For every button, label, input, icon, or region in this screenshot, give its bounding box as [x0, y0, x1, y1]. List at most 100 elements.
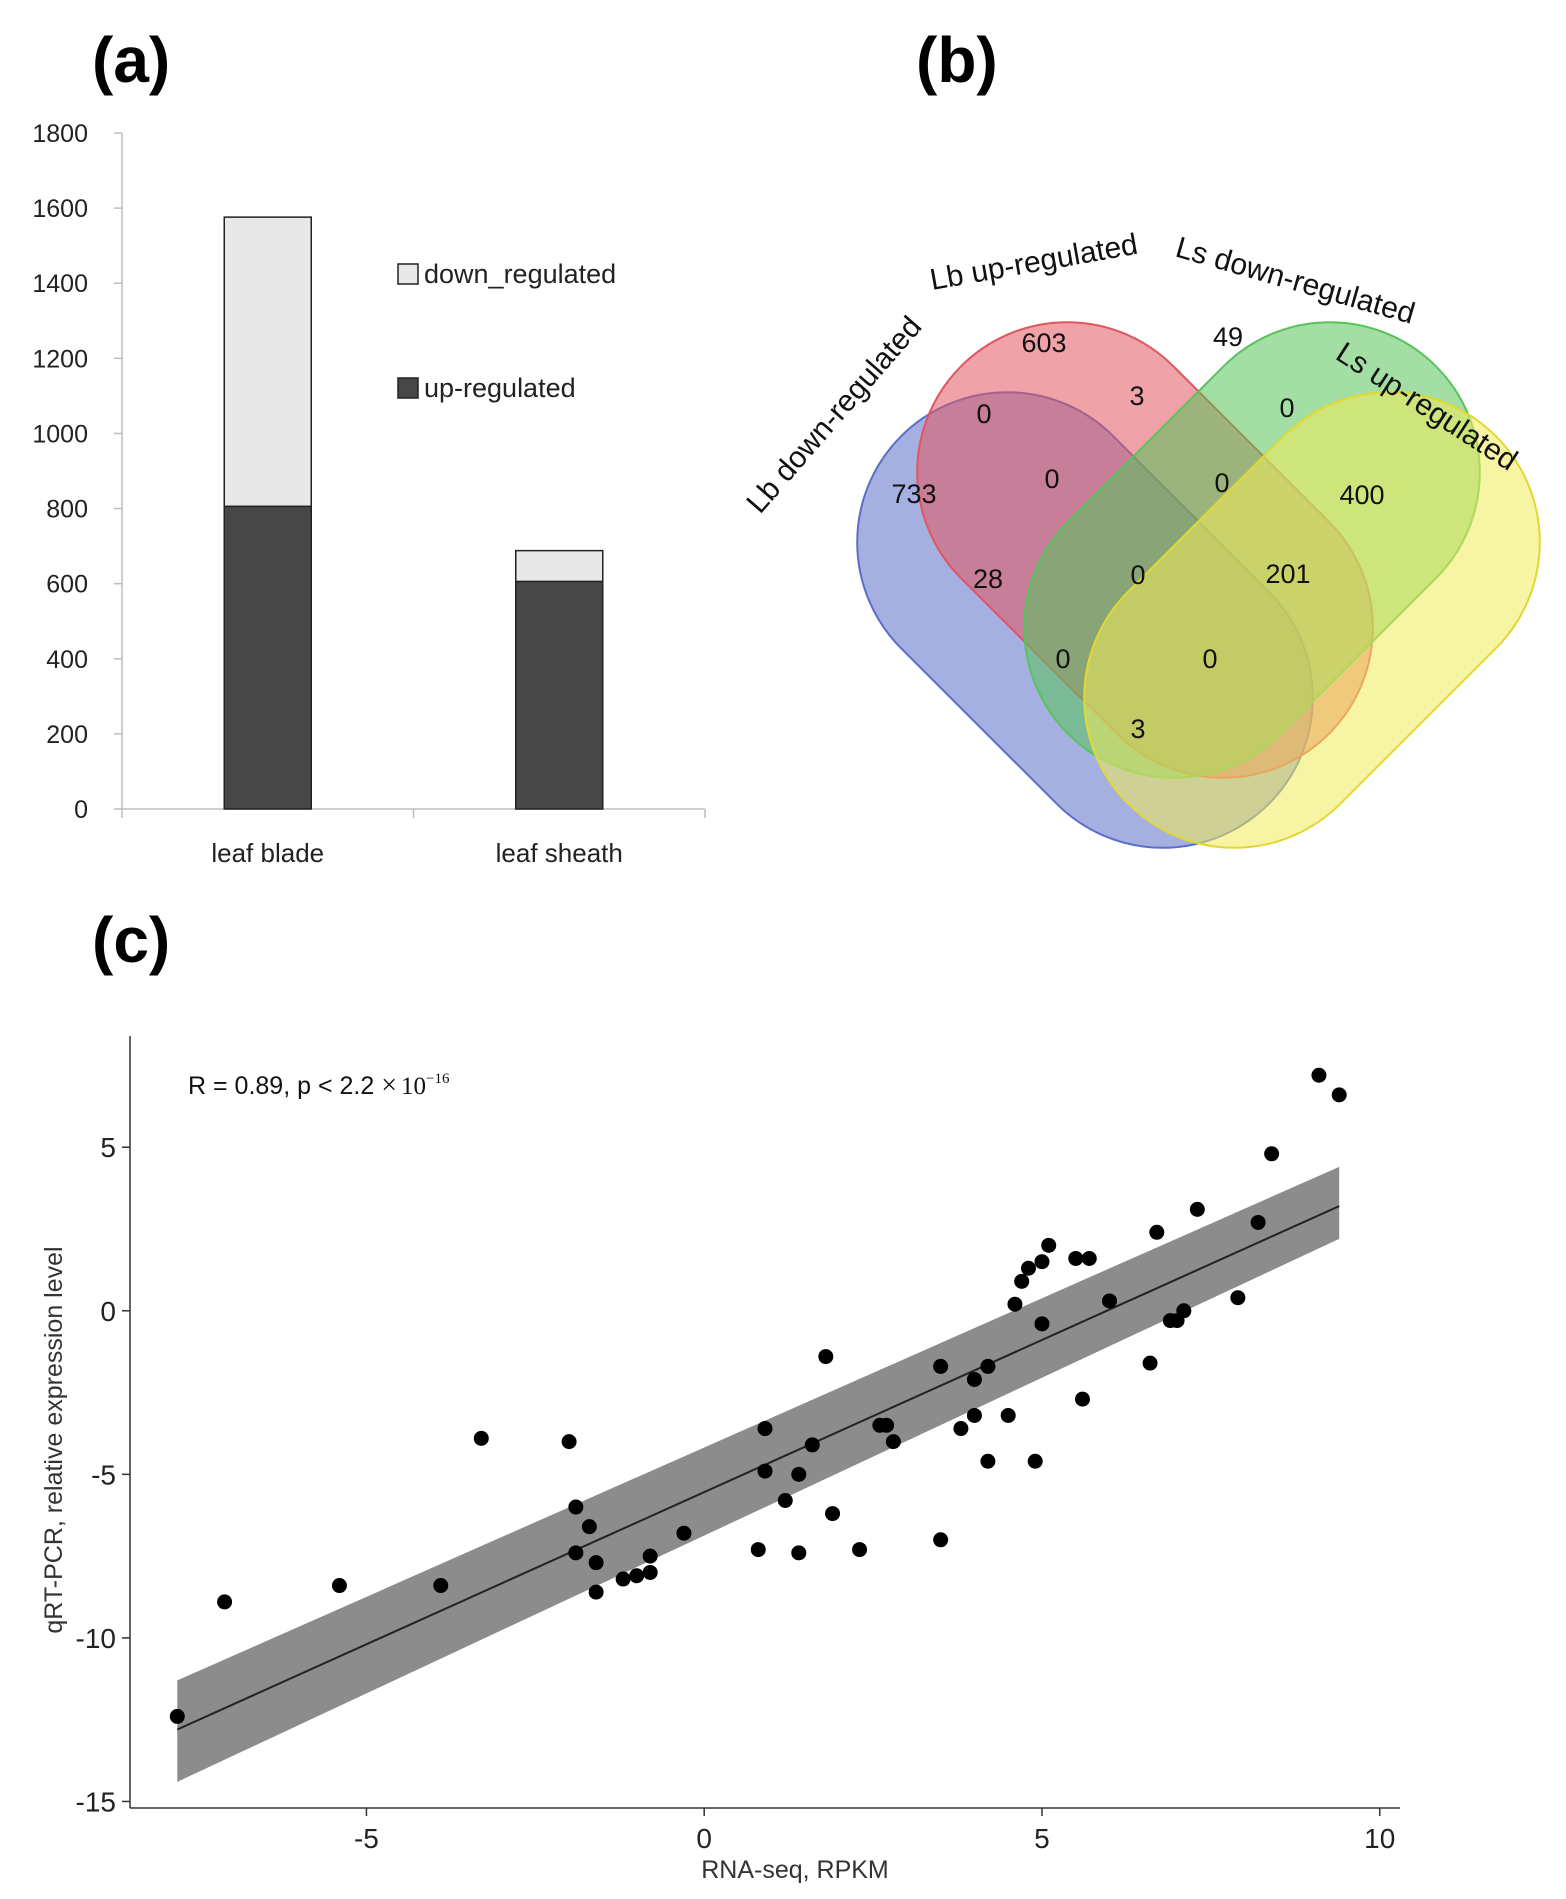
scatter-point: [1081, 1250, 1097, 1266]
venn-count: 0: [1214, 468, 1229, 498]
scatter-x-axis-label: RNA-seq, RPKM: [701, 1856, 889, 1884]
confidence-band: [176, 1166, 1340, 1782]
scatter-point: [953, 1421, 969, 1437]
scatter-point: [757, 1463, 773, 1479]
scatter-points: [169, 1067, 1347, 1724]
scatter-point: [1176, 1303, 1192, 1319]
annotation-base: 10: [401, 1073, 426, 1100]
venn-region-counts: 733 603 49 400 0 3 0 0 0 28 0 201 0 0 3: [891, 322, 1384, 744]
scatter-point: [642, 1548, 658, 1564]
scatter-point: [791, 1466, 807, 1482]
venn-label-ls-down: Ls down-regulated: [1172, 231, 1418, 331]
venn-shapes: [856, 321, 1541, 849]
scatter-point: [825, 1506, 841, 1522]
bar-y-tick-label: 200: [46, 721, 88, 749]
bar-y-tick-label: 800: [46, 496, 88, 524]
scatter-y-tick-label: -5: [91, 1459, 116, 1490]
scatter-point: [1331, 1087, 1347, 1103]
scatter-point: [1142, 1355, 1158, 1371]
scatter-y-tick-label: -10: [76, 1623, 116, 1654]
scatter-point: [1034, 1254, 1050, 1270]
bar-y-tick-label: 1000: [32, 420, 88, 448]
legend-swatch-down: [397, 263, 419, 285]
scatter-point: [818, 1349, 834, 1365]
scatter-point: [1034, 1316, 1050, 1332]
venn-diagram: Lb down-regulated Lb up-regulated Ls dow…: [740, 228, 1541, 849]
legend-swatch-up: [397, 377, 419, 399]
scatter-axes: [129, 1036, 1400, 1809]
bar-segment-up-regulated: [515, 580, 604, 810]
scatter-point: [757, 1421, 773, 1437]
scatter-point: [1014, 1273, 1030, 1289]
scatter-point: [791, 1545, 807, 1561]
bar-legend: down_regulated up-regulated: [397, 259, 616, 403]
bar-marks: [223, 216, 604, 810]
scatter-point: [615, 1571, 631, 1587]
scatter-point: [980, 1358, 996, 1374]
scatter-point: [933, 1532, 949, 1548]
bar-y-tick-label: 600: [46, 571, 88, 599]
venn-ellipse-ls-up: [1083, 391, 1541, 849]
scatter-ticks: -5 0 5 10 5 0 -5 -10 -15: [76, 1132, 1396, 1854]
scatter-point: [1149, 1224, 1165, 1240]
scatter-point: [1189, 1201, 1205, 1217]
legend-label-down: down_regulated: [424, 259, 616, 289]
venn-count: 0: [1279, 393, 1294, 423]
bar-y-tick-label: 1200: [32, 345, 88, 373]
venn-count: 0: [1055, 644, 1070, 674]
scatter-point: [777, 1493, 793, 1509]
venn-count: 603: [1021, 328, 1066, 358]
scatter-point: [1027, 1453, 1043, 1469]
scatter-point: [588, 1584, 604, 1600]
scatter-point: [1230, 1290, 1246, 1306]
venn-count: 0: [1202, 644, 1217, 674]
scatter-point: [568, 1499, 584, 1515]
regression-line: [176, 1205, 1340, 1731]
scatter-point: [581, 1519, 597, 1535]
scatter-point: [642, 1564, 658, 1580]
scatter-point: [1102, 1293, 1118, 1309]
scatter-point: [1068, 1250, 1084, 1266]
scatter-point: [433, 1578, 449, 1594]
scatter-point: [966, 1371, 982, 1387]
bar-axes: [121, 133, 706, 818]
scatter-point: [473, 1430, 489, 1446]
venn-label-lb-up: Lb up-regulated: [927, 228, 1140, 297]
scatter-point: [1075, 1391, 1090, 1407]
scatter-point: [879, 1417, 895, 1433]
scatter-point: [1007, 1296, 1023, 1312]
scatter-point: [568, 1545, 584, 1561]
venn-count: 0: [1130, 560, 1145, 590]
scatter-point: [885, 1434, 901, 1450]
bar-y-tick-label: 1800: [32, 120, 88, 148]
scatter-x-tick-label: 5: [1034, 1823, 1050, 1854]
scatter-point: [1020, 1260, 1036, 1276]
confidence-band-area: [177, 1166, 1340, 1782]
scatter-point: [933, 1358, 949, 1374]
venn-count: 0: [1044, 464, 1059, 494]
venn-count: 400: [1339, 480, 1384, 510]
scatter-x-tick-label: 0: [696, 1823, 712, 1854]
scatter-point: [217, 1594, 233, 1610]
bar-y-ticks: 0 200 400 600 800 1000 1200 1400 1600 1800: [32, 120, 122, 824]
scatter-point: [1311, 1067, 1327, 1083]
bar-y-tick-label: 1400: [32, 270, 88, 298]
scatter-point: [1250, 1214, 1266, 1230]
legend-label-up: up-regulated: [424, 373, 576, 403]
scatter-point: [750, 1542, 766, 1558]
bar-segment-down-regulated: [223, 216, 312, 508]
scatter-point: [980, 1453, 996, 1469]
bar-y-tick-label: 0: [74, 796, 88, 824]
bar-y-tick-label: 1600: [32, 195, 88, 223]
venn-count: 3: [1129, 381, 1144, 411]
bar-segment-down-regulated: [515, 549, 604, 583]
scatter-point: [629, 1568, 645, 1584]
scatter-point: [966, 1407, 982, 1423]
bar-y-tick-label: 400: [46, 646, 88, 674]
scatter-point: [852, 1542, 868, 1558]
venn-count: 3: [1130, 714, 1145, 744]
scatter-point: [1264, 1146, 1280, 1162]
panel-label-c: (c): [92, 904, 170, 976]
scatter-point: [1000, 1407, 1016, 1423]
